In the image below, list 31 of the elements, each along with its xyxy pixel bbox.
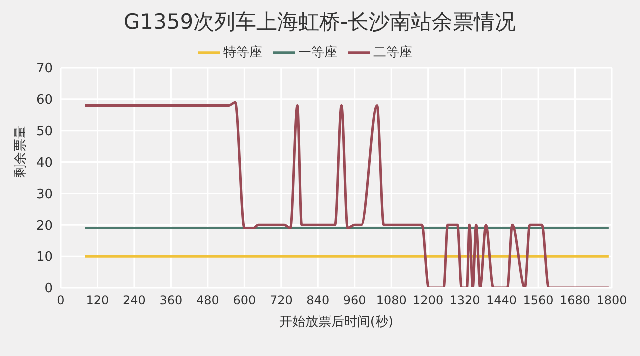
y-axis-title: 剩余票量 <box>14 126 29 178</box>
x-tick-label: 840 <box>306 294 330 308</box>
x-tick-label: 0 <box>57 294 65 308</box>
x-tick-label: 1200 <box>413 294 444 308</box>
y-tick-label: 10 <box>36 250 53 266</box>
legend-label: 特等座 <box>224 46 262 61</box>
y-tick-label: 0 <box>44 282 53 297</box>
legend-label: 一等座 <box>298 46 338 61</box>
x-tick-label: 480 <box>196 294 220 308</box>
x-axis-title: 开始放票后时间(秒) <box>279 315 394 330</box>
line-series <box>84 101 610 288</box>
chart-title: G1359次列车上海虹桥-长沙南站余票情况 <box>122 9 518 36</box>
x-tick-label: 1800 <box>596 294 628 308</box>
x-tick-label: 1320 <box>450 294 480 308</box>
x-tick-label: 720 <box>270 294 293 308</box>
y-tick-label: 50 <box>36 124 53 140</box>
x-tick-label: 1560 <box>523 294 554 308</box>
y-tick-label: 70 <box>36 62 53 77</box>
x-tick-label: 600 <box>233 294 256 308</box>
x-tick-label: 240 <box>123 294 146 308</box>
y-tick-label: 30 <box>36 187 53 202</box>
y-tick-label: 40 <box>36 156 53 171</box>
legend-label: 二等座 <box>374 46 412 61</box>
x-tick-label: 360 <box>160 294 183 308</box>
x-tick-label: 960 <box>343 294 366 308</box>
x-tick-label: 1080 <box>376 294 407 308</box>
y-tick-label: 20 <box>36 218 53 234</box>
x-tick-label: 120 <box>86 294 110 308</box>
x-tick-label: 1440 <box>486 294 518 308</box>
x-tick-label: 1680 <box>560 294 591 308</box>
y-tick-label: 60 <box>36 93 53 108</box>
